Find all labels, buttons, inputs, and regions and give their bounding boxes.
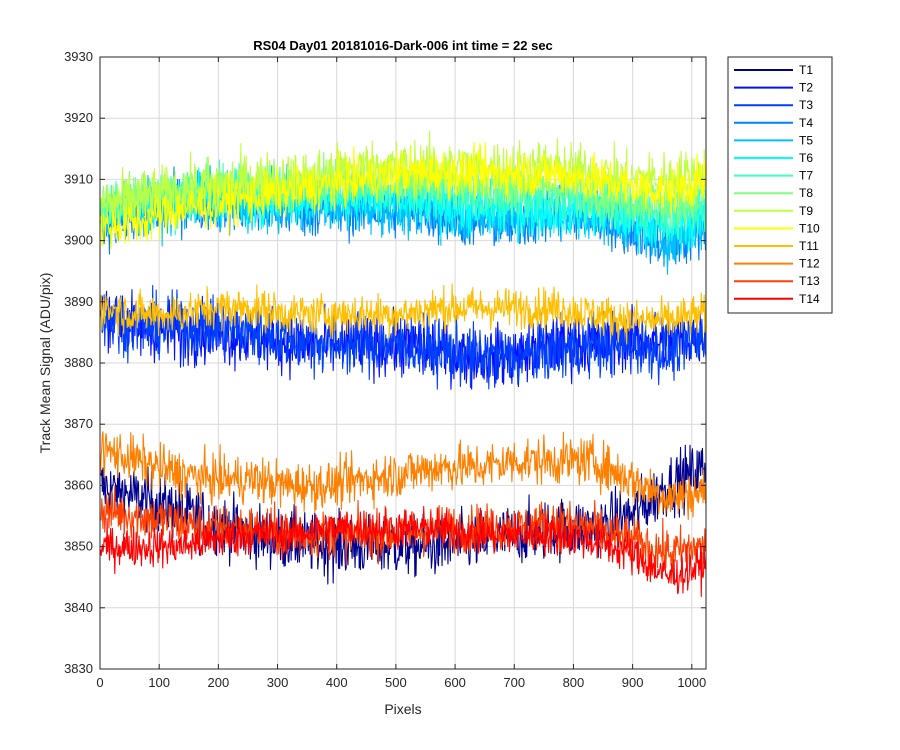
y-tick-label: 3860	[64, 477, 93, 492]
legend-label-t1: T1	[799, 63, 813, 77]
ticks: 0 100 200 300 400 500 600 700 800 900 1000 3830 3840…	[64, 49, 706, 690]
legend-label-t5: T5	[799, 133, 813, 147]
legend-label-t6: T6	[799, 151, 813, 165]
legend-label-t9: T9	[799, 204, 813, 218]
x-tick-label: 600	[444, 675, 466, 690]
series-line-t14	[100, 505, 707, 598]
x-tick-label: 700	[503, 675, 525, 690]
legend-label-t8: T8	[799, 186, 813, 200]
legend-label-t10: T10	[799, 221, 820, 235]
y-tick-label: 3840	[64, 600, 93, 615]
x-tick-label: 800	[563, 675, 585, 690]
y-tick-label: 3850	[64, 539, 93, 554]
y-tick-label: 3830	[64, 661, 93, 676]
legend-label-t11: T11	[799, 239, 819, 253]
x-tick-label: 1000	[677, 675, 706, 690]
series-line-t12	[100, 431, 707, 521]
y-tick-label: 3930	[64, 49, 93, 64]
x-tick-label: 900	[622, 675, 644, 690]
y-tick-label: 3890	[64, 294, 93, 309]
series-line-t11	[100, 283, 707, 345]
legend: T1 T2 T3 T4 T5 T6 T7 T8 T9 T10 T11 T12 T13 T14	[727, 56, 833, 314]
y-tick-label: 3910	[64, 171, 93, 186]
x-tick-label: 200	[208, 675, 230, 690]
x-tick-label: 400	[326, 675, 348, 690]
x-tick-label: 0	[96, 675, 103, 690]
x-tick-label: 100	[148, 675, 170, 690]
y-axis-label: Track Mean Signal (ADU/pix)	[37, 273, 53, 454]
legend-label-t7: T7	[799, 169, 813, 183]
y-tick-label: 3920	[64, 110, 93, 125]
legend-label-t12: T12	[799, 257, 820, 271]
legend-label-t13: T13	[799, 274, 820, 288]
series-layer	[100, 130, 707, 598]
x-axis-label: Pixels	[384, 701, 421, 717]
x-tick-label: 300	[267, 675, 289, 690]
legend-label-t14: T14	[799, 292, 820, 306]
legend-items: T1 T2 T3 T4 T5 T6 T7 T8 T9 T10 T11 T12 T13 T14	[734, 63, 820, 306]
legend-label-t3: T3	[799, 98, 813, 112]
y-tick-label: 3870	[64, 416, 93, 431]
y-tick-label: 3900	[64, 233, 93, 248]
legend-box	[727, 56, 833, 314]
x-tick-label: 500	[385, 675, 407, 690]
series-line-t2	[100, 289, 707, 390]
legend-label-t4: T4	[799, 116, 813, 130]
y-tick-label: 3880	[64, 355, 93, 370]
chart-title: RS04 Day01 20181016-Dark-006 int time = …	[253, 38, 553, 53]
legend-label-t2: T2	[799, 81, 813, 95]
series-line-t10	[100, 141, 707, 250]
series-line-t3	[100, 284, 707, 390]
